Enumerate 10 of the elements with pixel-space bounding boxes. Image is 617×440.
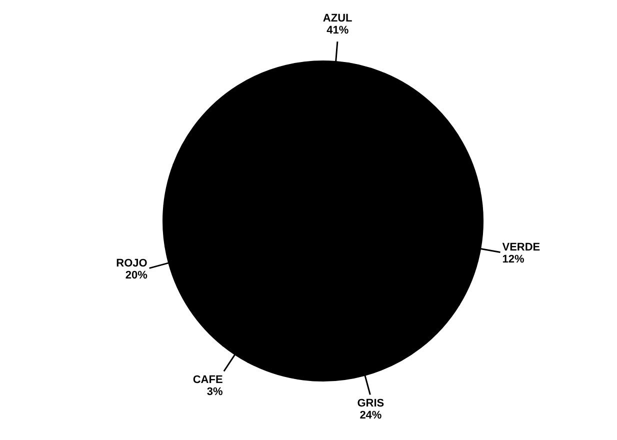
data-label: 20%	[125, 270, 148, 282]
data-label: 3%	[206, 386, 224, 398]
data-label: 41%	[326, 24, 349, 37]
slice-label: GRIS	[357, 398, 384, 410]
slice-label: VERDE	[502, 242, 540, 254]
slice-label: AZUL	[322, 12, 353, 25]
data-label: 24%	[360, 410, 382, 422]
slice-label: ROJO	[116, 258, 148, 270]
data-label: 12%	[502, 254, 524, 266]
slice-label: CAFE	[192, 374, 223, 386]
